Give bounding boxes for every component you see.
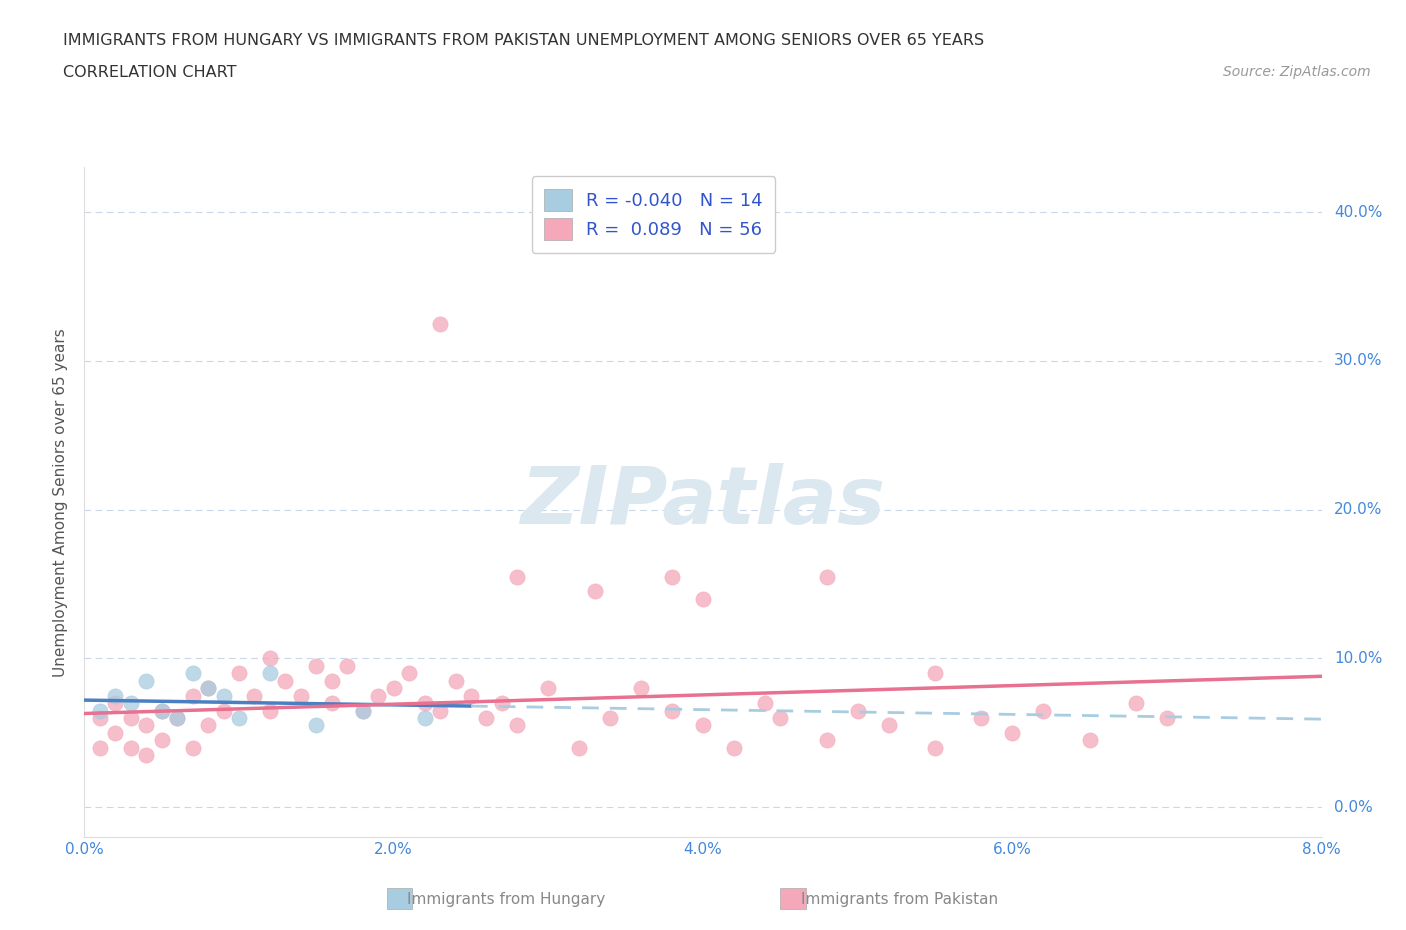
Point bbox=[599, 711, 621, 725]
Text: 40.0%: 40.0% bbox=[1334, 205, 1382, 219]
FancyBboxPatch shape bbox=[387, 888, 412, 909]
Point bbox=[290, 688, 312, 703]
Point bbox=[1032, 703, 1054, 718]
Text: Immigrants from Hungary: Immigrants from Hungary bbox=[406, 892, 606, 907]
Point bbox=[754, 696, 776, 711]
Point bbox=[104, 725, 127, 740]
Point bbox=[150, 733, 173, 748]
Text: 20.0%: 20.0% bbox=[1334, 502, 1382, 517]
Point bbox=[1156, 711, 1178, 725]
Point bbox=[1001, 725, 1024, 740]
Point bbox=[630, 681, 652, 696]
Text: CORRELATION CHART: CORRELATION CHART bbox=[63, 65, 236, 80]
Point bbox=[429, 316, 451, 331]
Text: 10.0%: 10.0% bbox=[1334, 651, 1382, 666]
Point bbox=[460, 688, 482, 703]
Point bbox=[877, 718, 900, 733]
Point bbox=[444, 673, 467, 688]
Point bbox=[1078, 733, 1101, 748]
Point bbox=[491, 696, 513, 711]
Point bbox=[1125, 696, 1147, 711]
Point bbox=[197, 718, 219, 733]
Point bbox=[321, 696, 343, 711]
Point bbox=[120, 696, 142, 711]
Point bbox=[135, 673, 157, 688]
Point bbox=[89, 703, 111, 718]
FancyBboxPatch shape bbox=[780, 888, 806, 909]
Point bbox=[228, 711, 250, 725]
Point bbox=[924, 740, 946, 755]
Point bbox=[815, 569, 838, 584]
Point bbox=[228, 666, 250, 681]
Point bbox=[197, 681, 219, 696]
Point bbox=[924, 666, 946, 681]
Point bbox=[150, 703, 173, 718]
Point bbox=[305, 718, 328, 733]
Point bbox=[846, 703, 869, 718]
Point bbox=[274, 673, 297, 688]
Point bbox=[398, 666, 420, 681]
Point bbox=[104, 688, 127, 703]
Point bbox=[181, 666, 204, 681]
Point bbox=[692, 591, 714, 606]
Point bbox=[89, 711, 111, 725]
Point bbox=[352, 703, 374, 718]
Text: ZIPatlas: ZIPatlas bbox=[520, 463, 886, 541]
Point bbox=[150, 703, 173, 718]
Point bbox=[970, 711, 993, 725]
Point bbox=[506, 718, 529, 733]
Point bbox=[506, 569, 529, 584]
Point bbox=[321, 673, 343, 688]
Point bbox=[212, 703, 235, 718]
Point bbox=[120, 711, 142, 725]
Point bbox=[336, 658, 359, 673]
Point bbox=[259, 666, 281, 681]
Point bbox=[583, 584, 606, 599]
Point bbox=[243, 688, 266, 703]
Point bbox=[475, 711, 498, 725]
Point bbox=[413, 696, 436, 711]
Point bbox=[413, 711, 436, 725]
Text: 30.0%: 30.0% bbox=[1334, 353, 1382, 368]
Point bbox=[120, 740, 142, 755]
Point bbox=[166, 711, 188, 725]
Legend: R = -0.040   N = 14, R =  0.089   N = 56: R = -0.040 N = 14, R = 0.089 N = 56 bbox=[531, 177, 775, 253]
Point bbox=[429, 703, 451, 718]
Text: Source: ZipAtlas.com: Source: ZipAtlas.com bbox=[1223, 65, 1371, 79]
Point bbox=[769, 711, 792, 725]
Point bbox=[166, 711, 188, 725]
Point bbox=[259, 651, 281, 666]
Point bbox=[181, 688, 204, 703]
Point bbox=[181, 740, 204, 755]
Text: IMMIGRANTS FROM HUNGARY VS IMMIGRANTS FROM PAKISTAN UNEMPLOYMENT AMONG SENIORS O: IMMIGRANTS FROM HUNGARY VS IMMIGRANTS FR… bbox=[63, 33, 984, 47]
Text: 0.0%: 0.0% bbox=[1334, 800, 1372, 815]
Point bbox=[367, 688, 389, 703]
Point bbox=[692, 718, 714, 733]
Point bbox=[104, 696, 127, 711]
Point bbox=[537, 681, 560, 696]
Point bbox=[661, 703, 683, 718]
Point bbox=[815, 733, 838, 748]
Point bbox=[723, 740, 745, 755]
Point bbox=[305, 658, 328, 673]
Text: Immigrants from Pakistan: Immigrants from Pakistan bbox=[801, 892, 998, 907]
Point bbox=[661, 569, 683, 584]
Point bbox=[135, 748, 157, 763]
Point bbox=[197, 681, 219, 696]
Point bbox=[89, 740, 111, 755]
Point bbox=[568, 740, 591, 755]
Point bbox=[259, 703, 281, 718]
Point bbox=[382, 681, 405, 696]
Point bbox=[352, 703, 374, 718]
Point bbox=[135, 718, 157, 733]
Point bbox=[212, 688, 235, 703]
Y-axis label: Unemployment Among Seniors over 65 years: Unemployment Among Seniors over 65 years bbox=[53, 328, 69, 677]
